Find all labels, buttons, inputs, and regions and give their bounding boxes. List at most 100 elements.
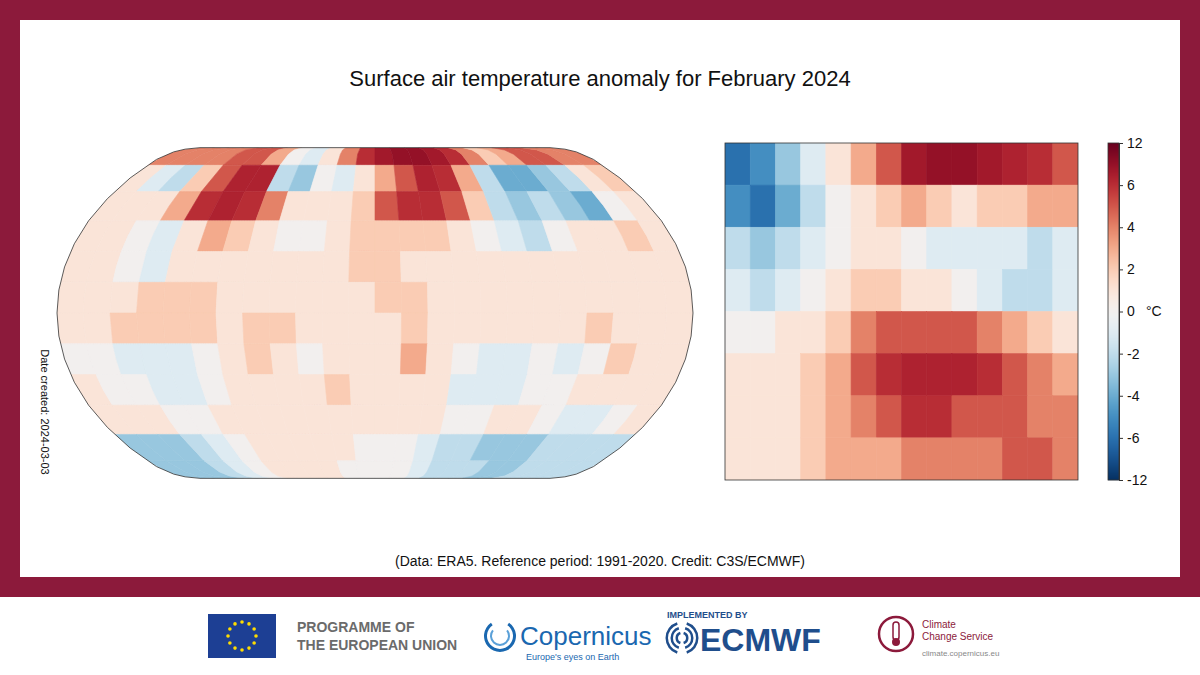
- anomaly-cell: [349, 282, 376, 313]
- colorbar-strip: [1108, 217, 1119, 218]
- anomaly-cell: [1028, 396, 1053, 438]
- anomaly-cell: [1028, 185, 1053, 227]
- colorbar-strip: [1108, 255, 1119, 256]
- colorbar-strip: [1108, 322, 1119, 323]
- anomaly-cell: [427, 282, 454, 313]
- ecmwf-logo: [685, 627, 694, 649]
- colorbar-strip: [1108, 267, 1119, 268]
- colorbar-strip: [1108, 310, 1119, 311]
- colorbar-strip: [1108, 276, 1119, 277]
- anomaly-cell: [216, 282, 244, 313]
- anomaly-cell: [902, 227, 927, 269]
- colorbar-strip: [1108, 197, 1119, 198]
- colorbar-strip: [1108, 192, 1119, 193]
- colorbar-strip: [1108, 427, 1119, 428]
- colorbar-strip: [1108, 147, 1119, 148]
- colorbar-strip: [1108, 158, 1119, 159]
- anomaly-cell: [663, 313, 693, 344]
- anomaly-cell: [1002, 269, 1027, 311]
- colorbar-strip: [1108, 461, 1119, 462]
- eu-star: [240, 648, 244, 652]
- anomaly-cell: [427, 313, 454, 344]
- colorbar-strip: [1108, 166, 1119, 167]
- title: Surface air temperature anomaly for Febr…: [349, 66, 850, 91]
- colorbar-strip: [1108, 247, 1119, 248]
- colorbar-strip: [1108, 303, 1119, 304]
- colorbar-strip: [1108, 306, 1119, 307]
- ecmwf-logo: [666, 622, 678, 653]
- colorbar-strip: [1108, 387, 1119, 388]
- colorbar-strip: [1108, 460, 1119, 461]
- anomaly-cell: [977, 185, 1002, 227]
- anomaly-cell: [902, 185, 927, 227]
- anomaly-cell: [826, 227, 851, 269]
- anomaly-cell: [480, 313, 508, 344]
- colorbar-strip: [1108, 183, 1119, 184]
- colorbar-strip: [1108, 452, 1119, 453]
- colorbar-strip: [1108, 354, 1119, 355]
- anomaly-cell: [375, 375, 400, 406]
- colorbar-strip: [1108, 390, 1119, 391]
- anomaly-cell: [399, 221, 426, 252]
- tick-mark: [1119, 143, 1123, 144]
- colorbar-strip: [1108, 473, 1119, 474]
- anomaly-cell: [775, 143, 800, 185]
- inset-frame: [725, 143, 1078, 480]
- anomaly-cell: [1028, 143, 1053, 185]
- colorbar-strip: [1108, 426, 1119, 427]
- anomaly-cell: [851, 312, 876, 354]
- anomaly-cell: [952, 227, 977, 269]
- colorbar-strip: [1108, 345, 1119, 346]
- anomaly-cell: [725, 354, 750, 396]
- anomaly-cell: [654, 251, 690, 282]
- colorbar-strip: [1108, 339, 1119, 340]
- eu-star: [226, 634, 230, 638]
- anomaly-cell: [269, 282, 296, 313]
- anomaly-cell: [952, 396, 977, 438]
- anomaly-cell: [327, 405, 353, 434]
- colorbar-strip: [1108, 413, 1119, 414]
- colorbar-strip: [1108, 275, 1119, 276]
- anomaly-cell: [977, 312, 1002, 354]
- colorbar-strip: [1108, 458, 1119, 459]
- anomaly-cell: [801, 143, 826, 185]
- anomaly-cell: [350, 221, 375, 252]
- colorbar-strip: [1108, 263, 1119, 264]
- colorbar-strip: [1108, 277, 1119, 278]
- anomaly-cell: [57, 282, 87, 313]
- anomaly-cell: [296, 344, 324, 375]
- colorbar-strip: [1108, 179, 1119, 180]
- colorbar-strip: [1108, 439, 1119, 440]
- colorbar-strip: [1108, 161, 1119, 162]
- colorbar-strip: [1108, 323, 1119, 324]
- colorbar-strip: [1108, 181, 1119, 182]
- anomaly-cell: [826, 185, 851, 227]
- colorbar-strip: [1108, 312, 1119, 313]
- ecmwf-logo: [675, 632, 680, 644]
- colorbar-strip: [1108, 283, 1119, 284]
- colorbar-strip: [1108, 150, 1119, 151]
- anomaly-cell: [637, 313, 666, 344]
- colorbar-strip: [1108, 146, 1119, 147]
- anomaly-cell: [110, 282, 139, 313]
- colorbar-strip: [1108, 352, 1119, 353]
- anomaly-cell: [350, 375, 375, 406]
- colorbar-tick: -4: [1119, 388, 1140, 404]
- anomaly-cell: [190, 313, 218, 344]
- colorbar-strip: [1108, 407, 1119, 408]
- tick-label: -4: [1127, 388, 1140, 404]
- colorbar-strip: [1108, 251, 1119, 252]
- colorbar-strip: [1108, 273, 1119, 274]
- colorbar-strip: [1108, 334, 1119, 335]
- colorbar-strip: [1108, 257, 1119, 258]
- anomaly-cell: [110, 313, 139, 344]
- colorbar-strip: [1108, 414, 1119, 415]
- anomaly-cell: [876, 396, 901, 438]
- global-cells: [57, 148, 693, 479]
- colorbar-strip: [1108, 188, 1119, 189]
- colorbar-strip: [1108, 259, 1119, 260]
- colorbar-tick: -2: [1119, 346, 1140, 362]
- colorbar-strip: [1108, 400, 1119, 401]
- colorbar-strip: [1108, 301, 1119, 302]
- anomaly-cell: [303, 192, 331, 221]
